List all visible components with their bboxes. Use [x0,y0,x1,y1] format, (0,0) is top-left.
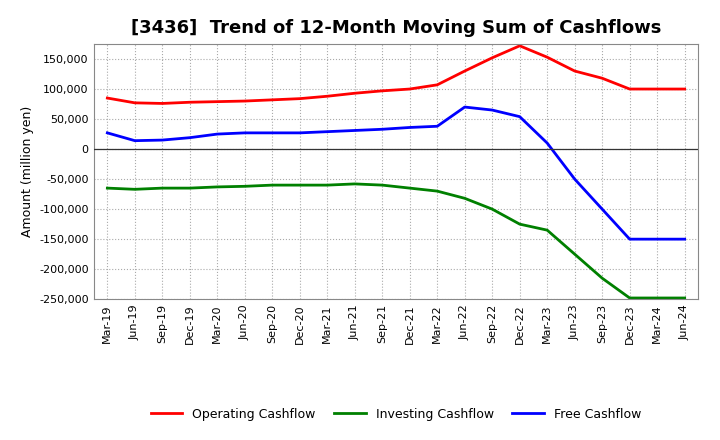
Y-axis label: Amount (million yen): Amount (million yen) [21,106,34,237]
Investing Cashflow [680,295,689,301]
Operating Cashflow [680,86,689,92]
Free Cashflow [543,140,552,146]
Operating Cashflow [130,100,139,106]
Operating Cashflow [268,97,276,103]
Free Cashflow [598,206,606,212]
Investing Cashflow [488,206,497,212]
Free Cashflow [323,129,332,134]
Investing Cashflow [543,227,552,233]
Free Cashflow [570,176,579,182]
Free Cashflow [240,130,249,136]
Free Cashflow [268,130,276,136]
Operating Cashflow [516,43,524,48]
Free Cashflow [653,237,662,242]
Free Cashflow [130,138,139,143]
Operating Cashflow [570,68,579,73]
Operating Cashflow [543,55,552,60]
Operating Cashflow [103,95,112,101]
Free Cashflow [488,107,497,113]
Free Cashflow [626,237,634,242]
Operating Cashflow [460,68,469,73]
Investing Cashflow [598,275,606,281]
Investing Cashflow [351,181,359,187]
Free Cashflow [680,237,689,242]
Operating Cashflow [378,88,387,93]
Investing Cashflow [570,252,579,257]
Operating Cashflow [186,99,194,105]
Operating Cashflow [351,91,359,96]
Free Cashflow [405,125,414,130]
Legend: Operating Cashflow, Investing Cashflow, Free Cashflow: Operating Cashflow, Investing Cashflow, … [146,403,646,425]
Investing Cashflow [460,196,469,201]
Line: Operating Cashflow: Operating Cashflow [107,46,685,103]
Investing Cashflow [433,188,441,194]
Investing Cashflow [405,186,414,191]
Operating Cashflow [488,55,497,60]
Line: Investing Cashflow: Investing Cashflow [107,184,685,298]
Investing Cashflow [268,183,276,188]
Investing Cashflow [653,295,662,301]
Free Cashflow [295,130,304,136]
Investing Cashflow [516,221,524,227]
Free Cashflow [351,128,359,133]
Free Cashflow [158,137,166,143]
Investing Cashflow [323,183,332,188]
Free Cashflow [213,132,222,137]
Operating Cashflow [653,86,662,92]
Free Cashflow [186,135,194,140]
Investing Cashflow [130,187,139,192]
Operating Cashflow [405,86,414,92]
Investing Cashflow [158,186,166,191]
Operating Cashflow [295,96,304,101]
Free Cashflow [516,114,524,119]
Operating Cashflow [598,76,606,81]
Operating Cashflow [240,99,249,104]
Investing Cashflow [240,183,249,189]
Operating Cashflow [158,101,166,106]
Operating Cashflow [213,99,222,104]
Operating Cashflow [433,82,441,88]
Operating Cashflow [626,86,634,92]
Line: Free Cashflow: Free Cashflow [107,107,685,239]
Free Cashflow [103,130,112,136]
Free Cashflow [433,124,441,129]
Investing Cashflow [186,186,194,191]
Investing Cashflow [295,183,304,188]
Investing Cashflow [378,183,387,188]
Investing Cashflow [213,184,222,190]
Free Cashflow [460,104,469,110]
Title: [3436]  Trend of 12-Month Moving Sum of Cashflows: [3436] Trend of 12-Month Moving Sum of C… [131,19,661,37]
Operating Cashflow [323,94,332,99]
Free Cashflow [378,127,387,132]
Investing Cashflow [103,186,112,191]
Investing Cashflow [626,295,634,301]
